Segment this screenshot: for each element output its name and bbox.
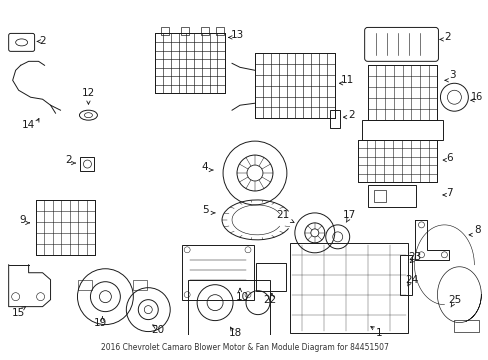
- Text: 11: 11: [341, 75, 354, 85]
- Bar: [216, 27, 224, 35]
- Bar: [161, 27, 169, 35]
- Text: 6: 6: [445, 153, 452, 163]
- Text: 20: 20: [151, 325, 164, 334]
- Text: 5: 5: [202, 205, 208, 215]
- Text: 10: 10: [235, 292, 248, 302]
- Text: 25: 25: [447, 294, 460, 305]
- Bar: [453, 320, 478, 332]
- Bar: [155, 33, 224, 93]
- Text: 7: 7: [445, 188, 452, 198]
- Text: 2: 2: [443, 32, 450, 42]
- Text: 23: 23: [407, 252, 420, 262]
- Bar: [188, 280, 269, 334]
- Text: 2016 Chevrolet Camaro Blower Motor & Fan Module Diagram for 84451507: 2016 Chevrolet Camaro Blower Motor & Fan…: [101, 342, 387, 351]
- Bar: [133, 280, 147, 290]
- Bar: [81, 157, 94, 171]
- Bar: [289, 243, 407, 333]
- Text: 2: 2: [65, 155, 72, 165]
- Bar: [367, 65, 437, 120]
- Text: 17: 17: [343, 210, 356, 220]
- Bar: [182, 245, 253, 300]
- Bar: [181, 27, 189, 35]
- Text: 8: 8: [473, 225, 480, 235]
- Text: 12: 12: [81, 88, 95, 98]
- Bar: [399, 255, 411, 295]
- Text: 3: 3: [448, 70, 455, 80]
- Bar: [329, 110, 339, 128]
- Bar: [255, 263, 285, 291]
- Bar: [367, 185, 415, 207]
- Bar: [254, 53, 334, 118]
- Text: 22: 22: [263, 294, 276, 305]
- Text: 14: 14: [22, 120, 35, 130]
- Bar: [373, 190, 385, 202]
- Text: 19: 19: [94, 318, 107, 328]
- Text: 24: 24: [404, 275, 417, 285]
- Bar: [357, 140, 437, 182]
- Bar: [201, 27, 209, 35]
- Text: 16: 16: [470, 92, 483, 102]
- Text: 21: 21: [276, 210, 289, 220]
- Bar: [36, 200, 95, 255]
- Bar: [361, 120, 443, 140]
- Bar: [78, 280, 92, 290]
- Text: 18: 18: [228, 328, 241, 338]
- Text: 4: 4: [202, 162, 208, 172]
- Text: 2: 2: [39, 36, 46, 46]
- Text: 1: 1: [376, 328, 382, 338]
- Text: 13: 13: [230, 30, 243, 40]
- Text: 9: 9: [20, 215, 26, 225]
- Text: 2: 2: [347, 110, 354, 120]
- Text: 15: 15: [12, 308, 25, 318]
